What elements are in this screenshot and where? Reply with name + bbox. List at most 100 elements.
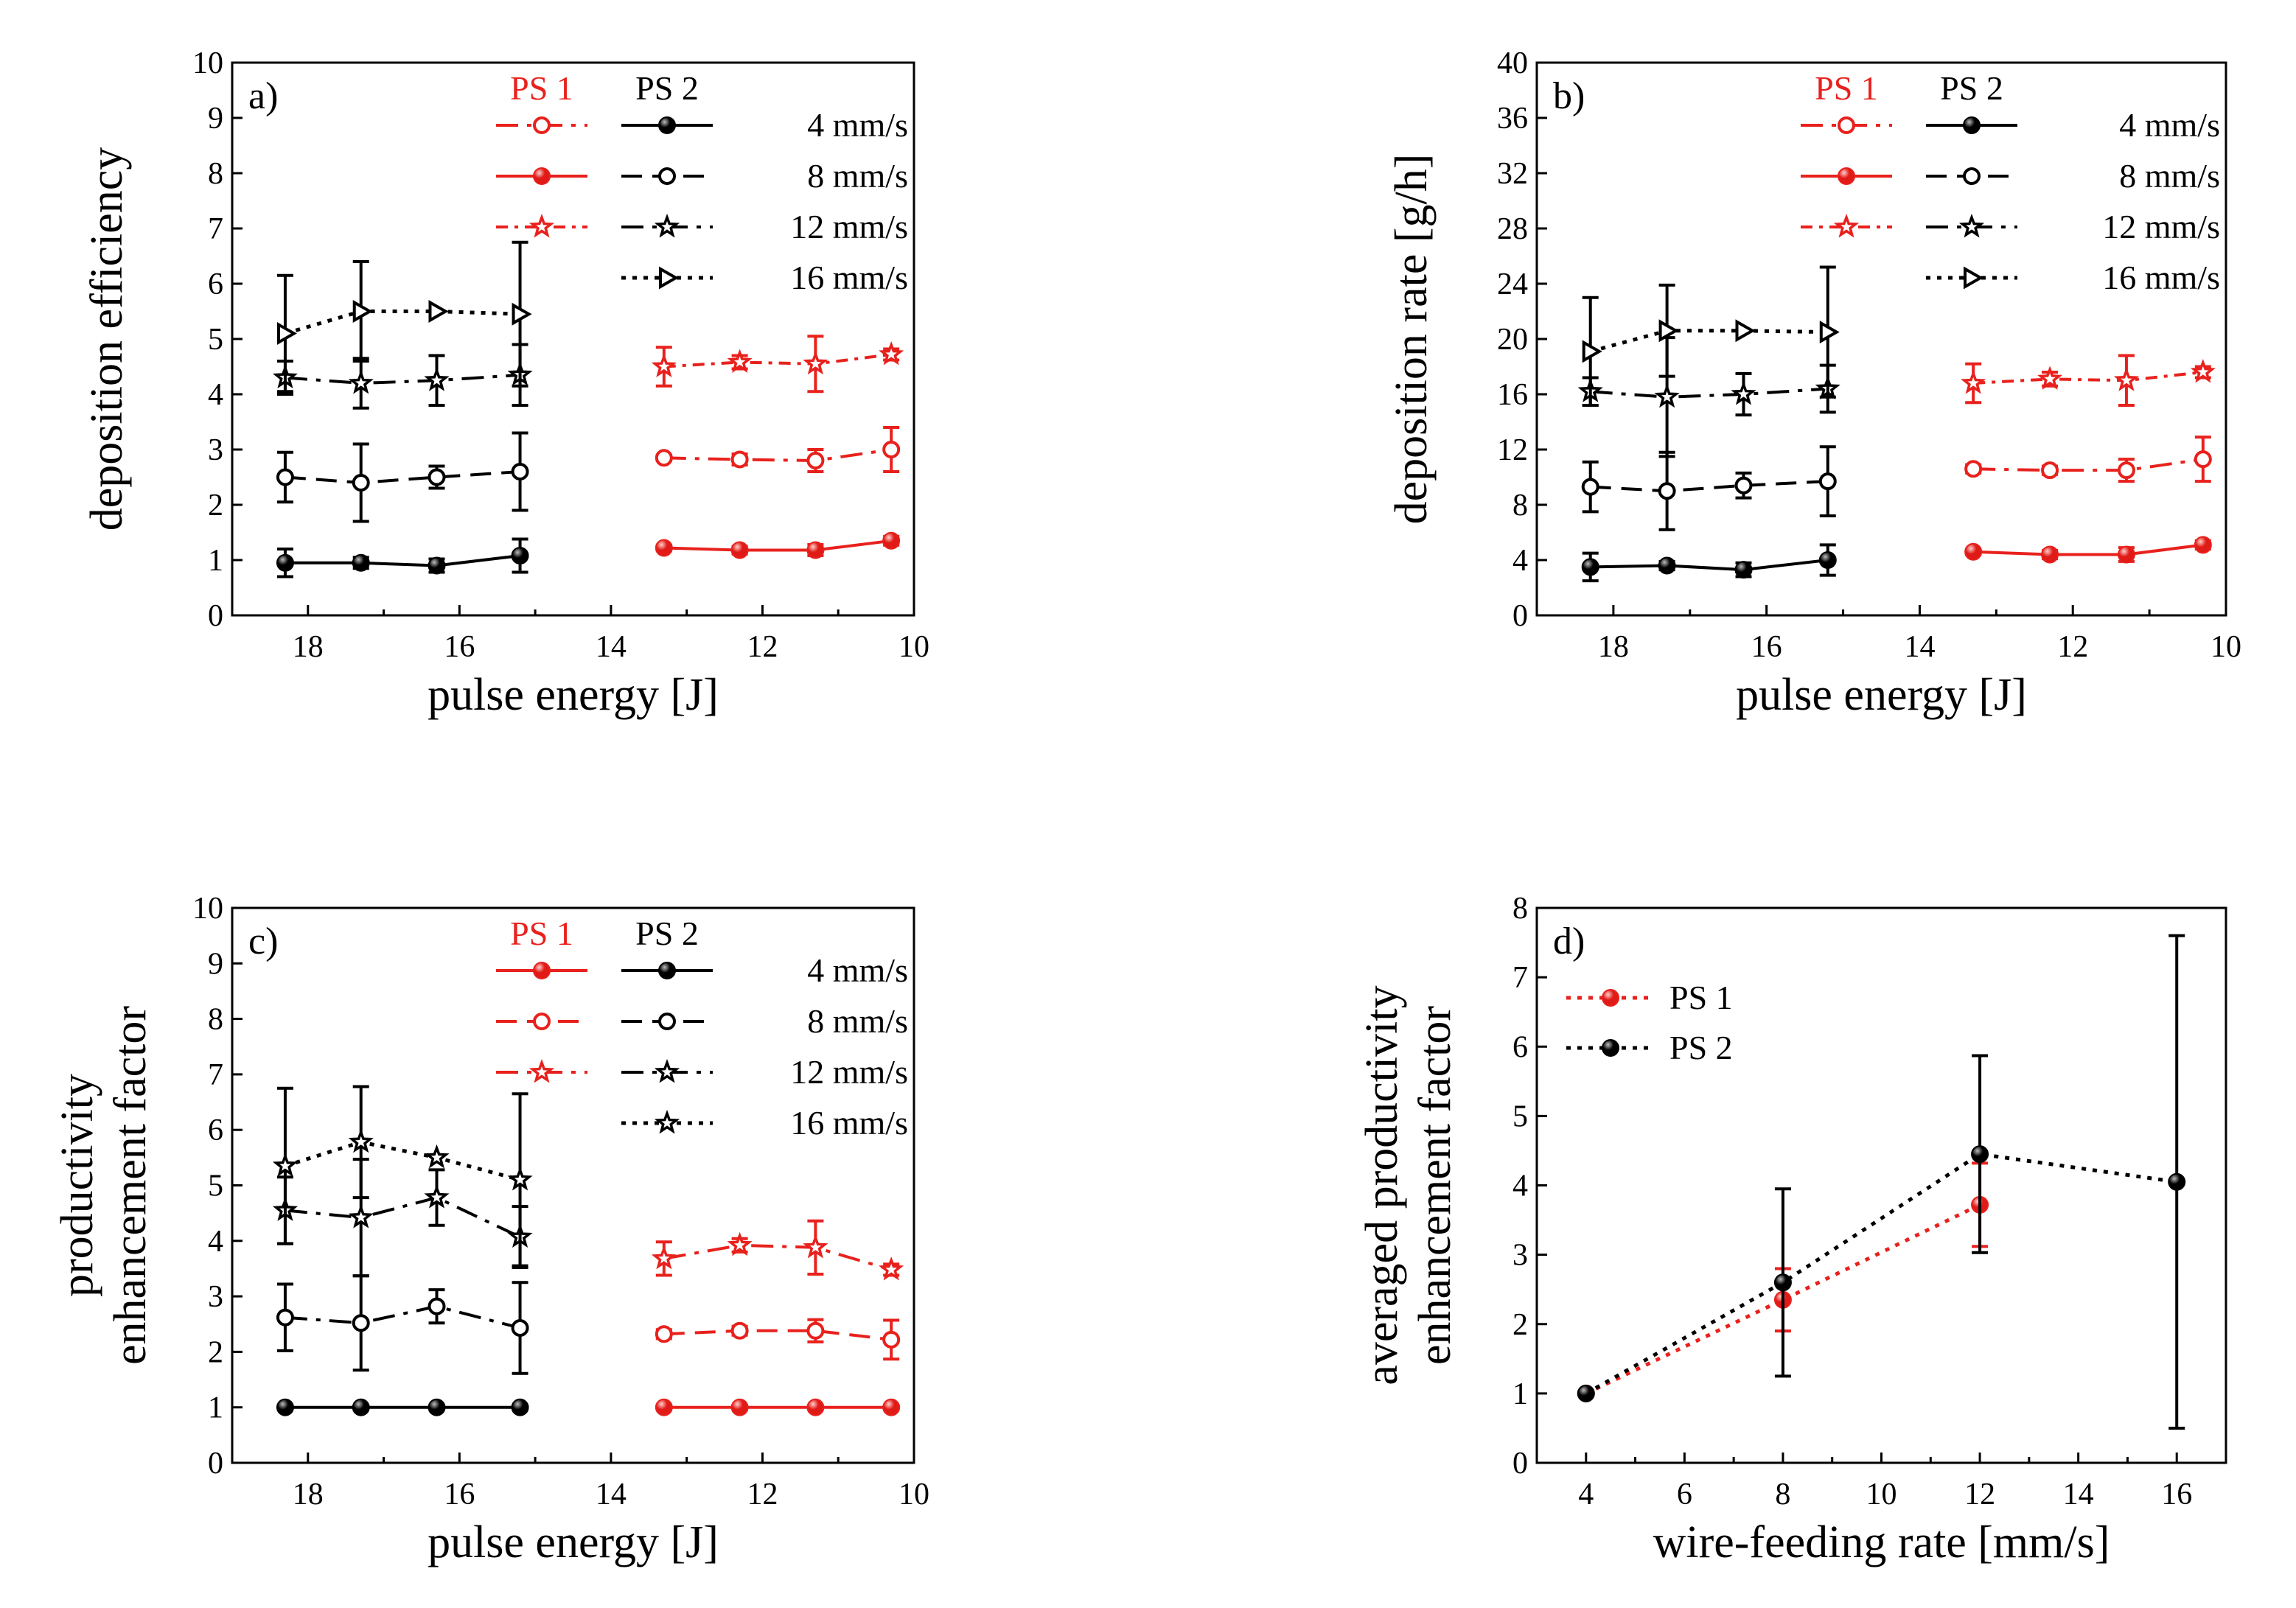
x-tick-label: 12 bbox=[747, 1478, 778, 1511]
legend-entry-label: PS 2 bbox=[1669, 1029, 1733, 1066]
y-tick-label: 24 bbox=[1497, 268, 1528, 301]
data-point bbox=[655, 539, 673, 557]
y-axis-label: enhancement factor bbox=[105, 1006, 156, 1365]
legend-entry-label: 4 mm/s bbox=[807, 106, 908, 144]
data-point bbox=[1818, 472, 1837, 491]
legend-marker bbox=[528, 1058, 555, 1083]
y-axis-label: deposition rate [g/h] bbox=[1386, 154, 1437, 525]
y-tick-label: 6 bbox=[208, 268, 223, 301]
y-tick-label: 6 bbox=[1512, 1030, 1528, 1064]
y-tick-label: 20 bbox=[1497, 323, 1528, 357]
legend-marker bbox=[1963, 167, 1981, 185]
data-point bbox=[276, 1308, 294, 1326]
x-tick-label: 12 bbox=[747, 630, 778, 664]
plot-frame bbox=[1535, 906, 2227, 1464]
series-ps-1-12-mm-s bbox=[651, 335, 904, 394]
x-tick-label: 18 bbox=[293, 630, 324, 664]
y-tick-label: 0 bbox=[1512, 599, 1528, 633]
series-line bbox=[285, 554, 520, 567]
data-point bbox=[348, 1128, 374, 1153]
data-point bbox=[1964, 460, 1983, 478]
y-tick-label: 9 bbox=[208, 102, 223, 136]
data-point bbox=[2037, 366, 2063, 390]
data-point bbox=[511, 1398, 529, 1416]
y-tick-label: 1 bbox=[208, 544, 223, 578]
data-point bbox=[806, 1321, 825, 1340]
legend-entry-label: 8 mm/s bbox=[807, 157, 908, 195]
y-tick-label: 4 bbox=[1512, 544, 1528, 578]
plot-frame bbox=[1535, 61, 2227, 617]
data-point bbox=[1658, 482, 1676, 500]
legend-marker bbox=[1958, 213, 1985, 238]
data-point bbox=[803, 1234, 828, 1259]
series-ps-1-8-mm-s bbox=[655, 1318, 901, 1361]
series-ps-1-8-mm-s bbox=[655, 426, 901, 473]
series-ps-1-12-mm-s bbox=[651, 1219, 904, 1281]
x-tick-label: 14 bbox=[596, 1478, 627, 1511]
panel-label: d) bbox=[1553, 920, 1585, 962]
y-tick-label: 8 bbox=[208, 1003, 223, 1037]
data-point bbox=[352, 1314, 370, 1332]
y-tick-label: 40 bbox=[1497, 46, 1528, 80]
data-point bbox=[1971, 1145, 1989, 1164]
legend-marker bbox=[528, 213, 555, 238]
data-point bbox=[1577, 1384, 1595, 1402]
series-line bbox=[1590, 329, 1828, 354]
series-ps-2-16-mm-s bbox=[276, 240, 532, 394]
data-point bbox=[348, 370, 374, 394]
data-point bbox=[428, 1297, 446, 1315]
y-tick-label: 7 bbox=[1512, 961, 1528, 995]
plot-frame bbox=[231, 61, 915, 617]
data-point bbox=[882, 1398, 901, 1416]
legend: PS 1 PS 2 4 mm/s 8 mm/s 12 mm/s 16 mm/s bbox=[496, 69, 908, 296]
y-tick-label: 2 bbox=[208, 1335, 223, 1369]
y-tick-label: 2 bbox=[1512, 1308, 1528, 1342]
series-ps-1-4-mm-s bbox=[655, 1398, 901, 1416]
series-ps-1-12-mm-s bbox=[1961, 354, 2216, 407]
y-tick-label: 7 bbox=[208, 212, 223, 246]
legend-header-ps2: PS 2 bbox=[635, 915, 699, 952]
legend-header-ps1: PS 1 bbox=[510, 69, 573, 107]
series-ps-2-12-mm-s bbox=[272, 343, 533, 410]
legend-marker bbox=[1833, 213, 1860, 238]
series-ps-2-12-mm-s bbox=[272, 1158, 533, 1278]
legend-marker bbox=[533, 962, 551, 979]
data-point bbox=[2117, 545, 2135, 564]
x-axis-label: wire-feeding rate [mm/s] bbox=[1653, 1517, 2110, 1567]
y-tick-label: 9 bbox=[208, 947, 223, 981]
data-point bbox=[276, 553, 294, 572]
data-point bbox=[511, 463, 529, 480]
legend-marker bbox=[1602, 1039, 1619, 1057]
series-line bbox=[285, 1195, 521, 1239]
series-ps-2-4-mm-s bbox=[1581, 543, 1837, 583]
y-axis-label: productivity bbox=[52, 1074, 102, 1297]
data-point bbox=[2041, 545, 2059, 564]
y-tick-label: 28 bbox=[1497, 212, 1528, 246]
series-line bbox=[1973, 371, 2204, 385]
series-ps-2-4-mm-s bbox=[276, 537, 529, 578]
data-point bbox=[651, 1245, 677, 1270]
legend-header-ps2: PS 2 bbox=[1940, 69, 2003, 107]
legend-entry-label: 16 mm/s bbox=[790, 259, 908, 296]
data-point bbox=[276, 322, 297, 345]
y-tick-label: 8 bbox=[208, 157, 223, 191]
data-point bbox=[352, 474, 370, 492]
series-line bbox=[663, 1329, 892, 1341]
series-ps-1-4-mm-s bbox=[655, 531, 901, 559]
series-line bbox=[285, 1140, 521, 1182]
x-tick-label: 10 bbox=[2210, 630, 2241, 664]
x-tick-label: 12 bbox=[2057, 630, 2088, 664]
y-tick-label: 4 bbox=[208, 378, 223, 412]
legend-marker bbox=[1963, 116, 1981, 134]
series-ps-2-16-mm-s bbox=[1582, 265, 1840, 407]
series-line bbox=[663, 1243, 892, 1271]
panel-label: b) bbox=[1553, 75, 1585, 117]
y-tick-label: 0 bbox=[208, 1447, 223, 1481]
series-line bbox=[663, 539, 892, 552]
y-tick-label: 10 bbox=[192, 892, 223, 926]
data-point bbox=[2194, 450, 2212, 469]
series-ps-2-16-mm-s bbox=[272, 1085, 533, 1268]
legend-marker bbox=[1838, 167, 1855, 185]
series-line bbox=[1590, 559, 1829, 572]
